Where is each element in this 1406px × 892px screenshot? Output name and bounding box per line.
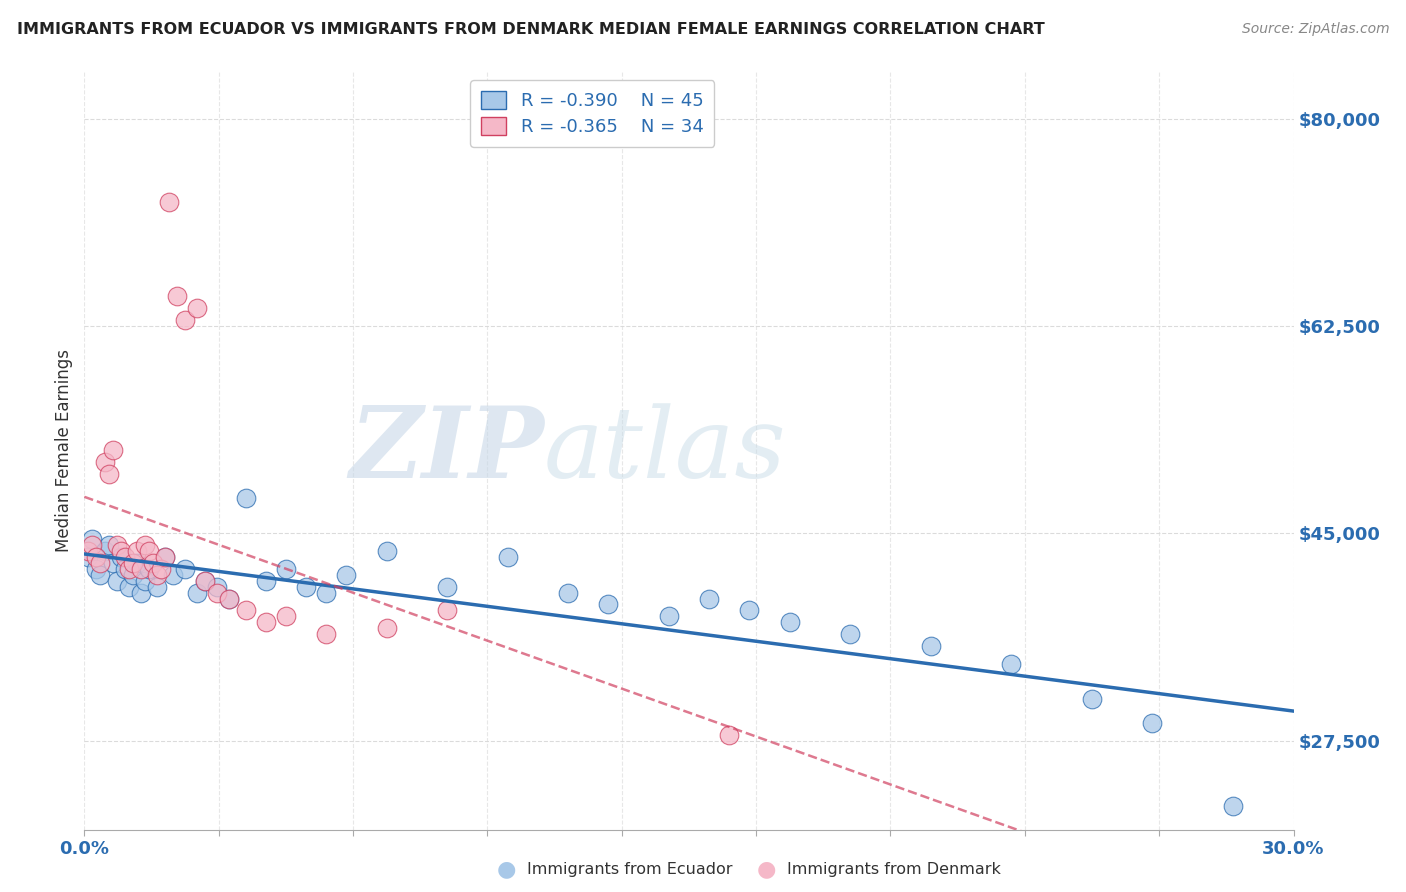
Point — [125, 544, 148, 558]
Point — [146, 567, 169, 582]
Point — [77, 550, 100, 565]
Legend: R = -0.390    N = 45, R = -0.365    N = 34: R = -0.390 N = 45, R = -0.365 N = 34 — [470, 80, 714, 147]
Point — [738, 603, 761, 617]
Point — [218, 591, 240, 606]
Point — [779, 615, 801, 630]
Point — [254, 615, 277, 630]
Point — [118, 580, 141, 594]
Point — [93, 455, 115, 469]
Text: IMMIGRANTS FROM ECUADOR VS IMMIGRANTS FROM DENMARK MEDIAN FEMALE EARNINGS CORREL: IMMIGRANTS FROM ECUADOR VS IMMIGRANTS FR… — [17, 22, 1045, 37]
Point — [335, 567, 357, 582]
Point — [174, 562, 197, 576]
Point — [149, 562, 172, 576]
Point — [375, 544, 398, 558]
Point — [186, 585, 208, 599]
Point — [218, 591, 240, 606]
Point — [105, 538, 128, 552]
Text: ZIP: ZIP — [349, 402, 544, 499]
Point — [274, 562, 297, 576]
Point — [86, 550, 108, 565]
Point — [375, 621, 398, 635]
Point — [121, 556, 143, 570]
Text: Immigrants from Denmark: Immigrants from Denmark — [787, 863, 1001, 877]
Point — [295, 580, 318, 594]
Point — [153, 550, 176, 565]
Point — [97, 467, 120, 482]
Point — [134, 574, 156, 588]
Point — [114, 550, 136, 565]
Point — [118, 562, 141, 576]
Point — [157, 194, 180, 209]
Point — [134, 538, 156, 552]
Point — [105, 574, 128, 588]
Point — [186, 301, 208, 316]
Point — [77, 544, 100, 558]
Point — [174, 313, 197, 327]
Text: Immigrants from Ecuador: Immigrants from Ecuador — [527, 863, 733, 877]
Point — [97, 538, 120, 552]
Point — [194, 574, 217, 588]
Point — [125, 556, 148, 570]
Point — [101, 443, 124, 458]
Point — [207, 580, 229, 594]
Point — [101, 556, 124, 570]
Point — [436, 580, 458, 594]
Point — [82, 538, 104, 552]
Text: ●: ● — [756, 860, 776, 880]
Point — [93, 544, 115, 558]
Point — [658, 609, 681, 624]
Point — [557, 585, 579, 599]
Point — [697, 591, 720, 606]
Point — [496, 550, 519, 565]
Point — [153, 550, 176, 565]
Point — [718, 728, 741, 742]
Point — [235, 603, 257, 617]
Point — [920, 639, 942, 653]
Point — [110, 550, 132, 565]
Point — [235, 491, 257, 505]
Point — [436, 603, 458, 617]
Text: ●: ● — [496, 860, 516, 880]
Point — [146, 580, 169, 594]
Point — [315, 627, 337, 641]
Point — [162, 567, 184, 582]
Point — [89, 556, 111, 570]
Point — [138, 544, 160, 558]
Point — [142, 556, 165, 570]
Point — [121, 567, 143, 582]
Point — [138, 562, 160, 576]
Point — [114, 562, 136, 576]
Point — [1000, 657, 1022, 671]
Point — [129, 585, 152, 599]
Point — [129, 562, 152, 576]
Point — [86, 562, 108, 576]
Point — [82, 533, 104, 547]
Y-axis label: Median Female Earnings: Median Female Earnings — [55, 349, 73, 552]
Point — [839, 627, 862, 641]
Point — [254, 574, 277, 588]
Point — [110, 544, 132, 558]
Point — [166, 289, 188, 303]
Point — [194, 574, 217, 588]
Point — [598, 598, 620, 612]
Text: Source: ZipAtlas.com: Source: ZipAtlas.com — [1241, 22, 1389, 37]
Point — [207, 585, 229, 599]
Point — [1222, 798, 1244, 813]
Point — [315, 585, 337, 599]
Point — [89, 567, 111, 582]
Point — [1142, 715, 1164, 730]
Point — [274, 609, 297, 624]
Text: atlas: atlas — [544, 403, 786, 498]
Point — [1081, 692, 1104, 706]
